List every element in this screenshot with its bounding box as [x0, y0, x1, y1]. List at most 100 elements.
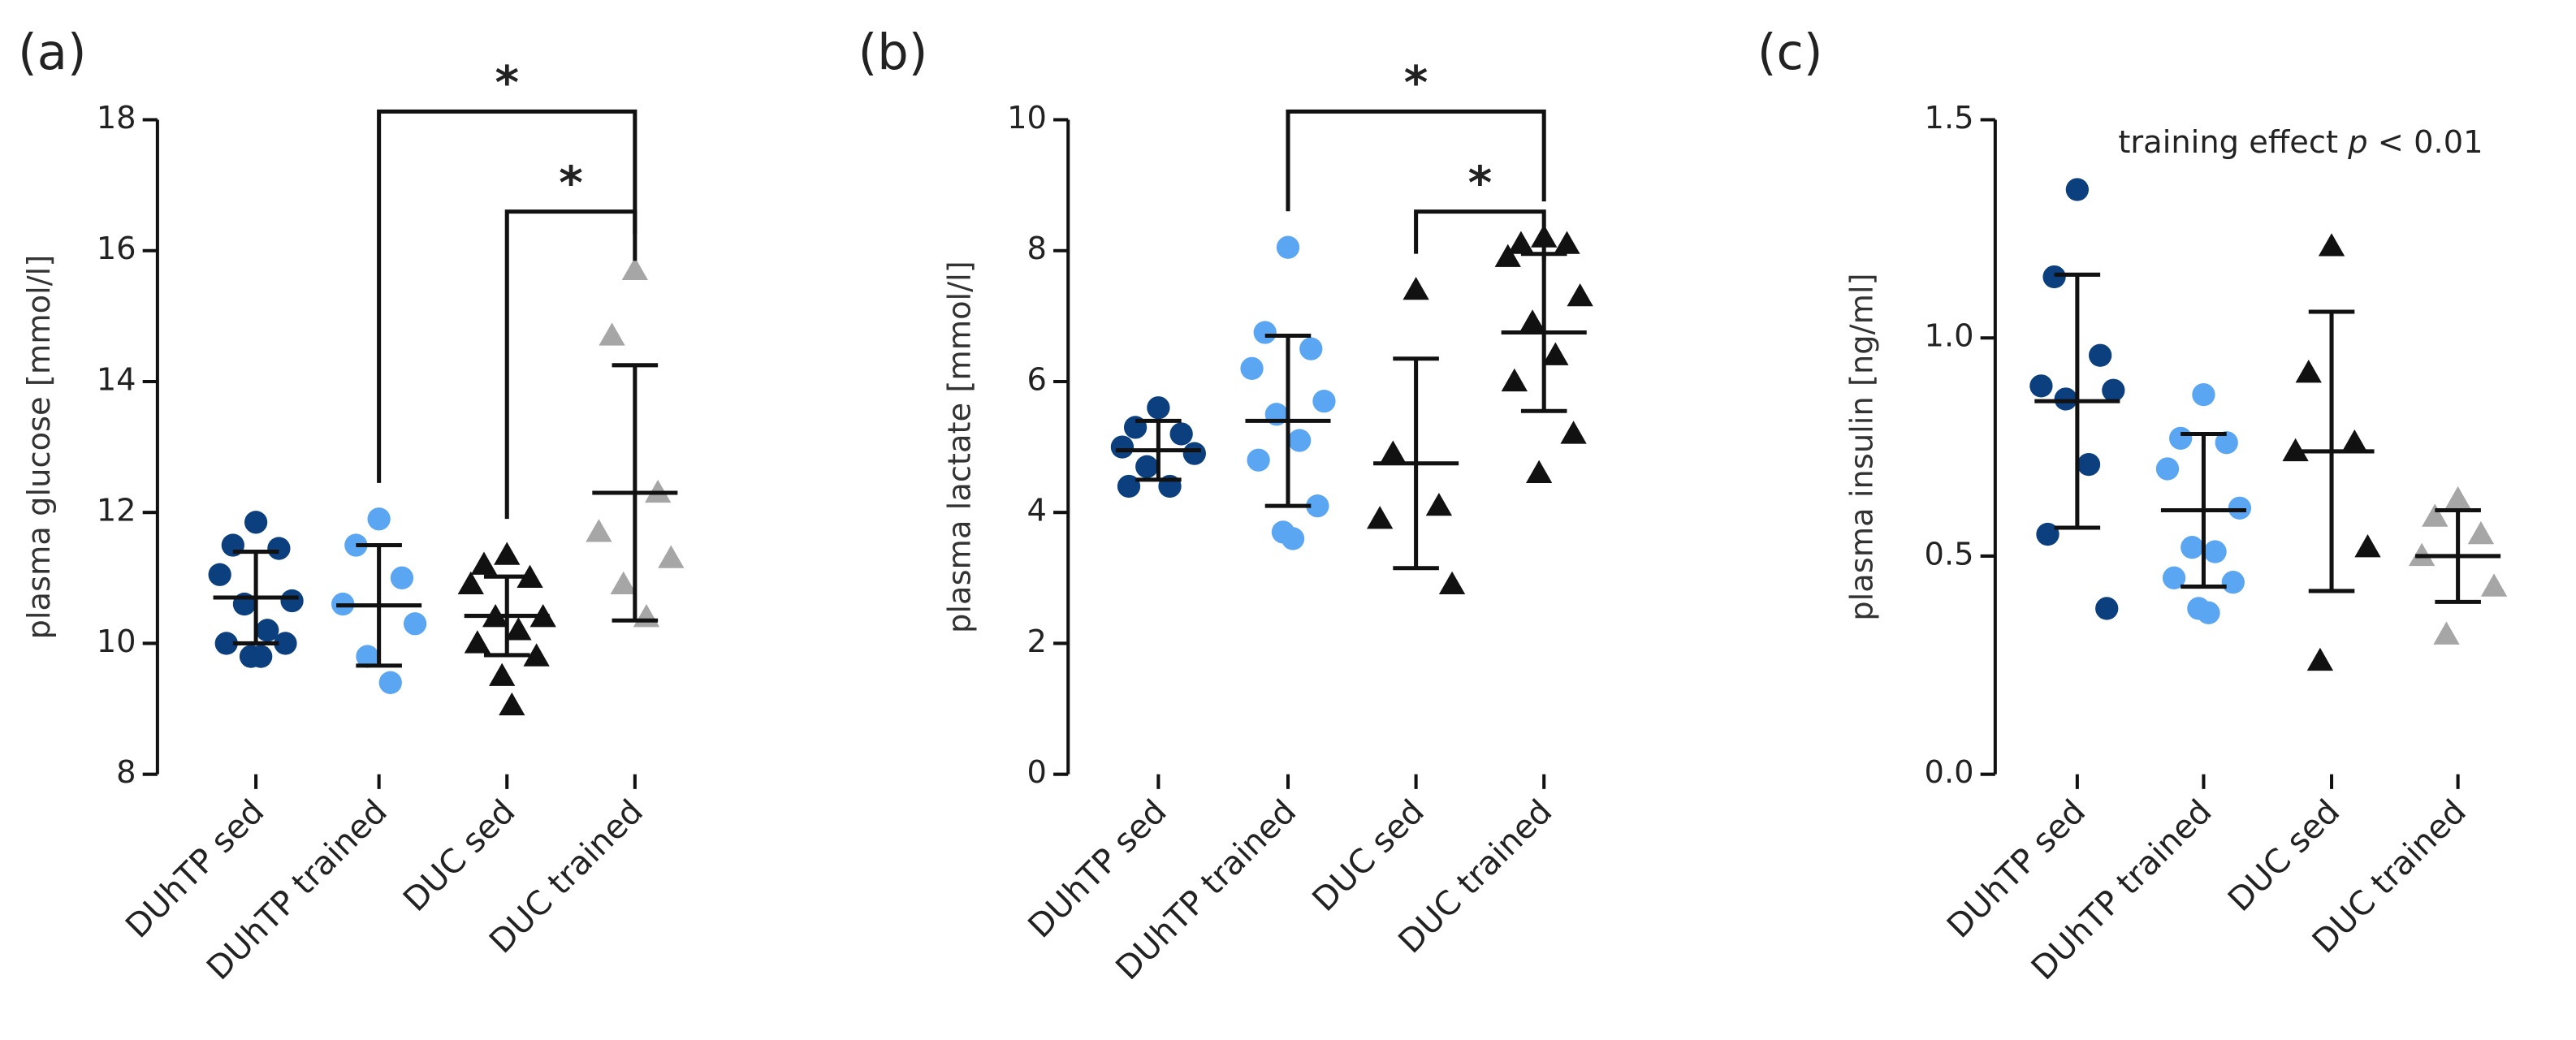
y-tick-label: 2 [1027, 624, 1047, 660]
data-point [1494, 244, 1521, 267]
data-point [621, 257, 649, 281]
data-point [1507, 231, 1535, 254]
y-tick-label: 8 [116, 754, 136, 791]
data-point [208, 563, 231, 586]
data-point [1182, 442, 1206, 465]
data-point [2215, 431, 2238, 455]
data-point [489, 662, 516, 686]
data-point [1438, 571, 1466, 595]
data-point [2203, 540, 2227, 563]
data-point [1501, 368, 1528, 392]
data-point [2077, 452, 2101, 477]
data-point [1312, 390, 1336, 413]
y-tick-label: 10 [1007, 100, 1047, 136]
y-tick-label: 12 [97, 493, 136, 529]
significance-bracket [1414, 209, 1546, 261]
data-point [1306, 494, 1329, 518]
data-point [244, 511, 268, 534]
data-point [280, 589, 304, 613]
data-point [2036, 522, 2060, 546]
data-point [1554, 231, 1580, 254]
x-tick-label: DUC sed [1304, 792, 1431, 918]
data-point [2295, 360, 2322, 383]
data-point [1247, 448, 1270, 472]
y-axis-label: plasma glucose [mmol/l] [21, 255, 58, 640]
significance-bracket [1286, 109, 1546, 212]
y-tick-label: 4 [1027, 493, 1047, 529]
y-tick-label: 18 [97, 100, 136, 136]
significance-bracket [377, 109, 638, 483]
data-point [2444, 485, 2471, 510]
data-point [256, 619, 279, 642]
data-point [2228, 496, 2252, 520]
annotation-text: training effect [2118, 124, 2348, 161]
data-point [1276, 235, 1300, 259]
data-point [2155, 457, 2180, 481]
annotation-italic: p [2347, 124, 2367, 161]
data-point [1299, 337, 1323, 360]
data-point [658, 545, 685, 568]
data-point [1147, 396, 1170, 420]
data-point [1281, 527, 1305, 550]
data-point [249, 645, 273, 668]
y-tick-label: 1.0 [1925, 318, 1974, 355]
data-point [1110, 435, 1135, 459]
y-tick-label: 1.5 [1925, 100, 1974, 136]
y-tick-label: 0 [1027, 754, 1047, 791]
y-tick-label: 0.0 [1925, 754, 1974, 791]
data-point [378, 671, 402, 694]
panel-label: (b) [858, 24, 928, 81]
y-tick-label: 16 [97, 231, 136, 267]
data-point [1567, 283, 1593, 307]
data-point [494, 542, 521, 565]
data-point [2197, 601, 2220, 624]
data-point [1253, 321, 1277, 344]
y-axis-label: plasma lactate [mmol/l] [941, 261, 978, 633]
data-point [2089, 343, 2112, 367]
data-point [2029, 374, 2053, 398]
data-point [2354, 534, 2381, 558]
data-point [633, 604, 660, 628]
data-point [1366, 506, 1394, 529]
data-point [1169, 422, 1193, 446]
y-axis-label: plasma insulin [ng/ml] [1844, 273, 1881, 620]
data-point [1288, 429, 1312, 452]
significance-label: * [1404, 56, 1428, 110]
data-point [2433, 621, 2460, 645]
data-point [2065, 178, 2090, 201]
data-point [2042, 265, 2066, 289]
data-point [1240, 356, 1264, 380]
data-point [2318, 233, 2345, 257]
data-point [586, 519, 612, 542]
y-tick-label: 0.5 [1925, 536, 1974, 572]
data-point [2221, 571, 2245, 594]
data-point [2162, 566, 2186, 589]
x-tick-label: DUC sed [2220, 792, 2347, 918]
panel-label: (a) [18, 24, 86, 81]
data-point [1403, 276, 1429, 300]
annotation-text: < 0.01 [2368, 124, 2483, 161]
data-point [610, 571, 637, 595]
data-point [2192, 382, 2215, 407]
x-tick-label: DUC sed [395, 792, 522, 918]
data-point [403, 612, 427, 636]
data-point [1525, 460, 1553, 483]
y-tick-label: 6 [1027, 361, 1047, 398]
data-point [2102, 378, 2125, 402]
data-point [1425, 492, 1453, 516]
annotation: training effect p < 0.01 [2118, 124, 2483, 161]
data-point [599, 322, 625, 346]
data-point [2095, 597, 2119, 620]
data-point [1135, 455, 1159, 478]
data-point [464, 630, 491, 654]
data-point [2480, 573, 2508, 597]
data-point [367, 507, 391, 531]
significance-bracket [504, 209, 638, 520]
data-point [390, 566, 414, 589]
significance-label: * [559, 156, 583, 209]
data-point [2422, 503, 2448, 527]
data-point [1380, 440, 1407, 464]
data-point [214, 632, 238, 655]
data-point [2169, 426, 2193, 450]
